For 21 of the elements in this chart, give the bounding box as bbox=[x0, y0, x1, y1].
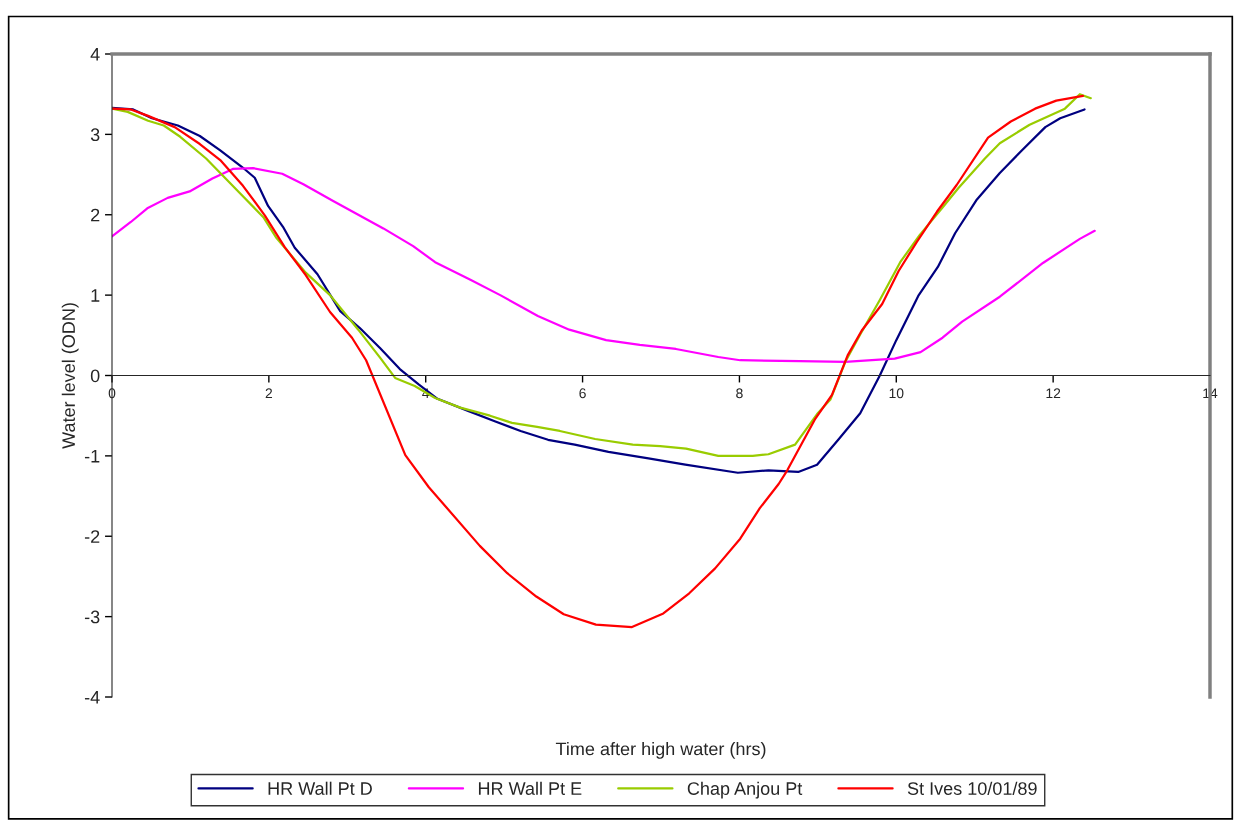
x-tick-label: 8 bbox=[736, 388, 743, 399]
y-tick-label: -4 bbox=[84, 691, 100, 704]
legend-label: St Ives 10/01/89 bbox=[907, 781, 1037, 795]
line-series bbox=[112, 167, 1096, 363]
y-tick-label: 3 bbox=[90, 128, 100, 142]
x-tick-label: 6 bbox=[579, 388, 586, 399]
y-tick-label: -3 bbox=[84, 610, 100, 624]
x-tick-label: 12 bbox=[1046, 388, 1061, 399]
legend-label: Chap Anjou Pt bbox=[687, 781, 803, 799]
y-tick-label: 2 bbox=[91, 208, 100, 222]
y-tick-label: 4 bbox=[90, 48, 100, 61]
y-tick-label: 1 bbox=[91, 289, 100, 302]
x-tick-label: 10 bbox=[889, 388, 904, 399]
y-axis-title: Water level (ODN) bbox=[61, 303, 79, 449]
y-tick-label: -2 bbox=[84, 530, 100, 543]
y-tick-label: -1 bbox=[84, 450, 100, 463]
x-tick-label: 2 bbox=[265, 388, 273, 399]
legend-label: HR Wall Pt E bbox=[478, 781, 582, 795]
x-axis-title: Time after high water (hrs) bbox=[555, 742, 766, 759]
legend-label: HR Wall Pt D bbox=[268, 781, 372, 795]
y-tick-label: 0 bbox=[90, 369, 100, 383]
